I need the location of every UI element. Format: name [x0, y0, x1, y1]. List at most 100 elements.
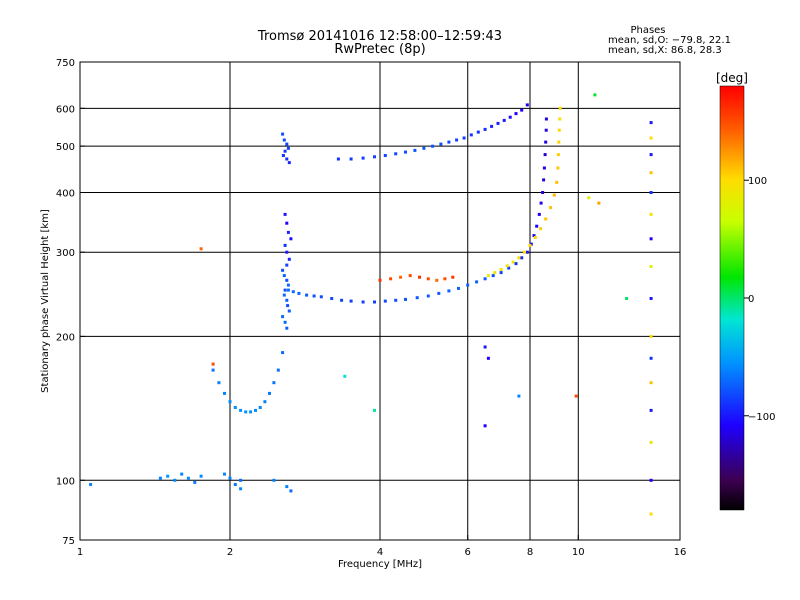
data-point	[383, 299, 387, 303]
colorbar-tick-label: 100	[748, 176, 767, 187]
data-point	[223, 472, 226, 476]
data-point	[282, 293, 286, 297]
colorbar-tick-label: 0	[748, 294, 754, 305]
chart-subtitle: RwPretec (8p)	[334, 42, 425, 57]
data-point	[544, 140, 548, 144]
data-point	[373, 155, 376, 159]
data-point	[285, 278, 289, 282]
data-point	[233, 406, 237, 409]
data-point	[483, 345, 487, 349]
data-point	[542, 166, 546, 170]
data-point	[285, 485, 289, 489]
data-point	[649, 171, 653, 175]
data-point	[625, 297, 629, 300]
data-point	[244, 410, 248, 414]
data-point	[549, 206, 553, 210]
data-point	[186, 476, 190, 480]
data-point	[649, 512, 653, 516]
colorbar-tick-label: −100	[748, 412, 775, 423]
y-tick-label: 600	[56, 104, 75, 115]
data-point	[340, 298, 344, 302]
data-point	[282, 274, 286, 278]
data-point	[649, 265, 653, 268]
data-point	[285, 157, 289, 161]
data-point	[249, 410, 253, 414]
x-tick-label: 10	[572, 547, 585, 558]
data-point	[587, 196, 591, 200]
data-point	[649, 440, 653, 444]
data-point	[649, 381, 653, 385]
data-point	[439, 142, 443, 146]
data-point	[404, 297, 407, 301]
data-point	[533, 236, 537, 239]
data-point	[455, 138, 459, 142]
data-point	[525, 103, 529, 107]
data-point	[286, 304, 290, 308]
data-point	[528, 243, 532, 247]
data-point	[539, 227, 543, 231]
data-point	[502, 118, 506, 122]
data-point	[499, 268, 503, 271]
data-point	[557, 140, 561, 144]
data-point	[457, 286, 460, 290]
data-point	[431, 144, 435, 148]
data-point	[285, 263, 289, 267]
data-point	[286, 146, 290, 150]
data-point	[282, 138, 286, 142]
data-point	[263, 400, 267, 404]
data-point	[228, 400, 232, 404]
data-point	[254, 408, 257, 412]
data-point	[483, 277, 487, 281]
data-point	[532, 234, 536, 238]
data-point	[349, 157, 353, 161]
data-point	[556, 166, 560, 170]
data-point	[483, 127, 487, 131]
data-point	[597, 201, 601, 205]
data-point	[289, 237, 293, 241]
data-point	[451, 275, 455, 279]
data-point	[239, 478, 243, 482]
data-point	[404, 150, 407, 154]
y-tick-label: 500	[56, 142, 75, 153]
data-point	[435, 278, 439, 282]
data-point	[556, 153, 560, 157]
data-point	[291, 290, 295, 294]
x-tick-label: 2	[227, 547, 233, 558]
data-point	[211, 368, 215, 372]
data-point	[285, 250, 289, 254]
data-point	[499, 271, 503, 275]
data-point	[281, 132, 285, 136]
colorbar-ticks: 100 0 −100	[744, 176, 775, 423]
data-point	[281, 268, 285, 272]
data-point	[418, 275, 421, 279]
data-point	[649, 297, 653, 300]
data-point	[285, 326, 289, 330]
data-point	[443, 277, 447, 281]
data-point	[283, 288, 287, 292]
data-point	[283, 212, 287, 216]
x-tick-label: 1	[77, 547, 83, 558]
data-point	[239, 408, 243, 412]
data-point	[286, 288, 290, 292]
data-point	[373, 408, 376, 412]
data-point	[649, 212, 653, 216]
y-tick-label: 100	[56, 476, 75, 487]
data-point	[378, 278, 382, 282]
data-point	[283, 243, 287, 247]
data-point	[336, 157, 340, 161]
data-point	[199, 247, 203, 251]
data-point	[514, 112, 518, 116]
data-point	[283, 149, 287, 153]
data-point	[258, 406, 262, 409]
data-point	[89, 483, 93, 486]
data-point	[493, 271, 497, 275]
axis-ticks: 1 2 4 6 8 10 16 75 100 200 300 400 500 600 750	[56, 58, 686, 558]
data-point	[199, 474, 203, 478]
data-point	[537, 212, 541, 216]
colorbar-label: [deg]	[716, 71, 748, 85]
data-point	[649, 153, 653, 157]
data-point	[383, 154, 387, 157]
data-point	[447, 140, 451, 144]
x-axis-label: Frequency [MHz]	[338, 559, 422, 570]
